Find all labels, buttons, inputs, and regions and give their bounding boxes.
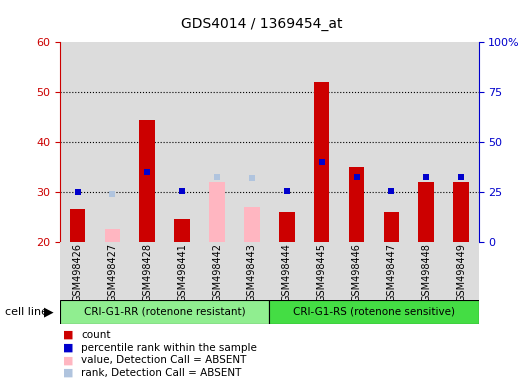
Bar — [444, 242, 479, 300]
Text: CRI-G1-RS (rotenone sensitive): CRI-G1-RS (rotenone sensitive) — [293, 307, 455, 317]
Bar — [409, 242, 444, 300]
Bar — [304, 242, 339, 300]
Text: count: count — [81, 330, 110, 340]
Text: GDS4014 / 1369454_at: GDS4014 / 1369454_at — [181, 17, 342, 31]
Text: cell line: cell line — [5, 307, 48, 317]
Bar — [314, 82, 329, 242]
Bar — [349, 167, 365, 242]
Bar — [374, 42, 409, 242]
Text: GSM498445: GSM498445 — [316, 243, 327, 302]
Bar — [130, 42, 165, 242]
Text: GSM498443: GSM498443 — [247, 243, 257, 302]
Text: GSM498442: GSM498442 — [212, 243, 222, 302]
Bar — [60, 242, 95, 300]
Text: ■: ■ — [63, 368, 73, 378]
Bar — [95, 242, 130, 300]
Bar — [200, 42, 234, 242]
Text: GSM498448: GSM498448 — [421, 243, 431, 302]
Bar — [279, 212, 294, 242]
Bar — [234, 42, 269, 242]
Bar — [244, 207, 260, 242]
Bar — [130, 242, 165, 300]
Text: rank, Detection Call = ABSENT: rank, Detection Call = ABSENT — [81, 368, 242, 378]
Text: value, Detection Call = ABSENT: value, Detection Call = ABSENT — [81, 355, 246, 365]
Text: GSM498447: GSM498447 — [386, 243, 396, 302]
Bar — [200, 242, 234, 300]
Bar — [70, 210, 85, 242]
Bar — [269, 242, 304, 300]
Text: ■: ■ — [63, 330, 73, 340]
Bar — [444, 42, 479, 242]
Text: ■: ■ — [63, 355, 73, 365]
Text: GSM498446: GSM498446 — [351, 243, 361, 302]
Text: CRI-G1-RR (rotenone resistant): CRI-G1-RR (rotenone resistant) — [84, 307, 246, 317]
Bar — [453, 182, 469, 242]
Text: GSM498444: GSM498444 — [282, 243, 292, 302]
Bar — [174, 220, 190, 242]
Bar — [409, 42, 444, 242]
Bar — [234, 242, 269, 300]
Text: GSM498426: GSM498426 — [73, 243, 83, 302]
Bar — [60, 42, 95, 242]
Bar — [105, 230, 120, 242]
Bar — [165, 242, 200, 300]
Text: GSM498441: GSM498441 — [177, 243, 187, 302]
Bar — [165, 42, 200, 242]
Bar — [383, 212, 399, 242]
Text: percentile rank within the sample: percentile rank within the sample — [81, 343, 257, 353]
Text: GSM498428: GSM498428 — [142, 243, 152, 302]
Bar — [304, 42, 339, 242]
Bar — [60, 300, 269, 324]
Bar — [418, 182, 434, 242]
Text: ■: ■ — [63, 343, 73, 353]
Text: GSM498427: GSM498427 — [107, 243, 118, 302]
Bar — [269, 42, 304, 242]
Bar — [269, 300, 479, 324]
Bar — [339, 242, 374, 300]
Bar — [374, 242, 409, 300]
Bar — [339, 42, 374, 242]
Bar — [209, 182, 225, 242]
Text: ▶: ▶ — [44, 306, 54, 319]
Bar — [95, 42, 130, 242]
Bar — [140, 120, 155, 242]
Text: GSM498449: GSM498449 — [456, 243, 466, 302]
